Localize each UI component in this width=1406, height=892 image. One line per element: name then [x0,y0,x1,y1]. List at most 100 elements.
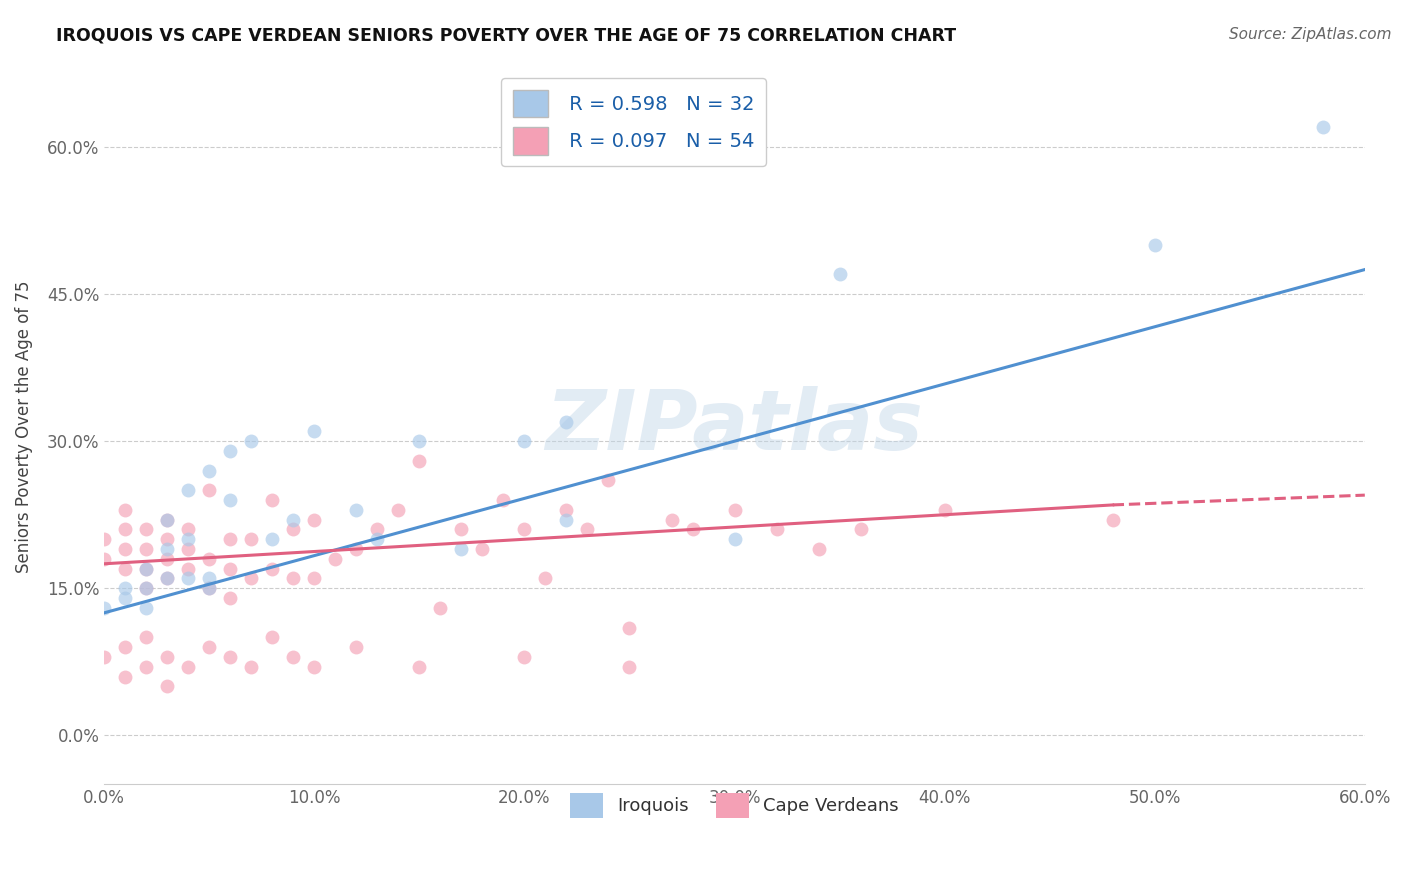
Point [114,591,136,606]
Point [240,572,263,586]
Point [135,523,157,537]
Text: IROQUOIS VS CAPE VERDEAN SENIORS POVERTY OVER THE AGE OF 75 CORRELATION CHART: IROQUOIS VS CAPE VERDEAN SENIORS POVERTY… [56,27,956,45]
Point [723,533,745,547]
Point [619,620,641,634]
Point [262,533,284,547]
Point [114,523,136,537]
Point [240,533,263,547]
Point [723,503,745,517]
Point [219,649,242,664]
Point [408,454,430,468]
Point [93,552,115,566]
Point [93,649,115,664]
Point [304,572,326,586]
Point [408,659,430,673]
Point [283,649,305,664]
Point [262,562,284,576]
Point [408,434,430,449]
Point [198,582,221,596]
Point [450,523,472,537]
Point [114,640,136,654]
Point [177,483,200,498]
Point [219,533,242,547]
Point [156,513,179,527]
Point [619,659,641,673]
Point [828,268,851,282]
Point [283,523,305,537]
Point [240,659,263,673]
Point [366,523,388,537]
Point [849,523,872,537]
Point [661,513,683,527]
Point [219,591,242,606]
Point [219,493,242,508]
Point [429,601,451,615]
Point [1143,238,1166,252]
Point [135,582,157,596]
Point [198,464,221,478]
Point [366,533,388,547]
Point [304,513,326,527]
Point [492,493,515,508]
Point [450,542,472,557]
Point [177,542,200,557]
Point [177,572,200,586]
Point [534,572,557,586]
Point [93,533,115,547]
Point [114,669,136,683]
Point [135,542,157,557]
Point [555,415,578,429]
Point [304,659,326,673]
Point [135,601,157,615]
Point [471,542,494,557]
Point [177,562,200,576]
Point [219,562,242,576]
Point [344,640,367,654]
Point [807,542,830,557]
Legend: Iroquois, Cape Verdeans: Iroquois, Cape Verdeans [564,786,905,825]
Y-axis label: Seniors Poverty Over the Age of 75: Seniors Poverty Over the Age of 75 [15,280,32,573]
Text: ZIPatlas: ZIPatlas [546,386,924,467]
Point [156,533,179,547]
Point [325,552,347,566]
Point [198,582,221,596]
Point [513,523,536,537]
Point [177,533,200,547]
Point [114,582,136,596]
Point [387,503,409,517]
Point [198,552,221,566]
Point [156,679,179,693]
Point [304,425,326,439]
Point [240,434,263,449]
Point [1312,120,1334,135]
Point [219,444,242,458]
Point [765,523,787,537]
Point [156,552,179,566]
Point [682,523,704,537]
Point [156,649,179,664]
Point [198,572,221,586]
Point [156,542,179,557]
Point [198,483,221,498]
Point [555,503,578,517]
Point [135,562,157,576]
Point [576,523,599,537]
Point [198,640,221,654]
Point [513,434,536,449]
Point [93,601,115,615]
Point [135,562,157,576]
Point [555,513,578,527]
Point [114,503,136,517]
Point [934,503,956,517]
Point [283,572,305,586]
Point [135,630,157,644]
Point [598,474,620,488]
Point [344,542,367,557]
Point [262,630,284,644]
Point [513,649,536,664]
Point [156,572,179,586]
Point [177,659,200,673]
Point [262,493,284,508]
Point [135,659,157,673]
Point [156,572,179,586]
